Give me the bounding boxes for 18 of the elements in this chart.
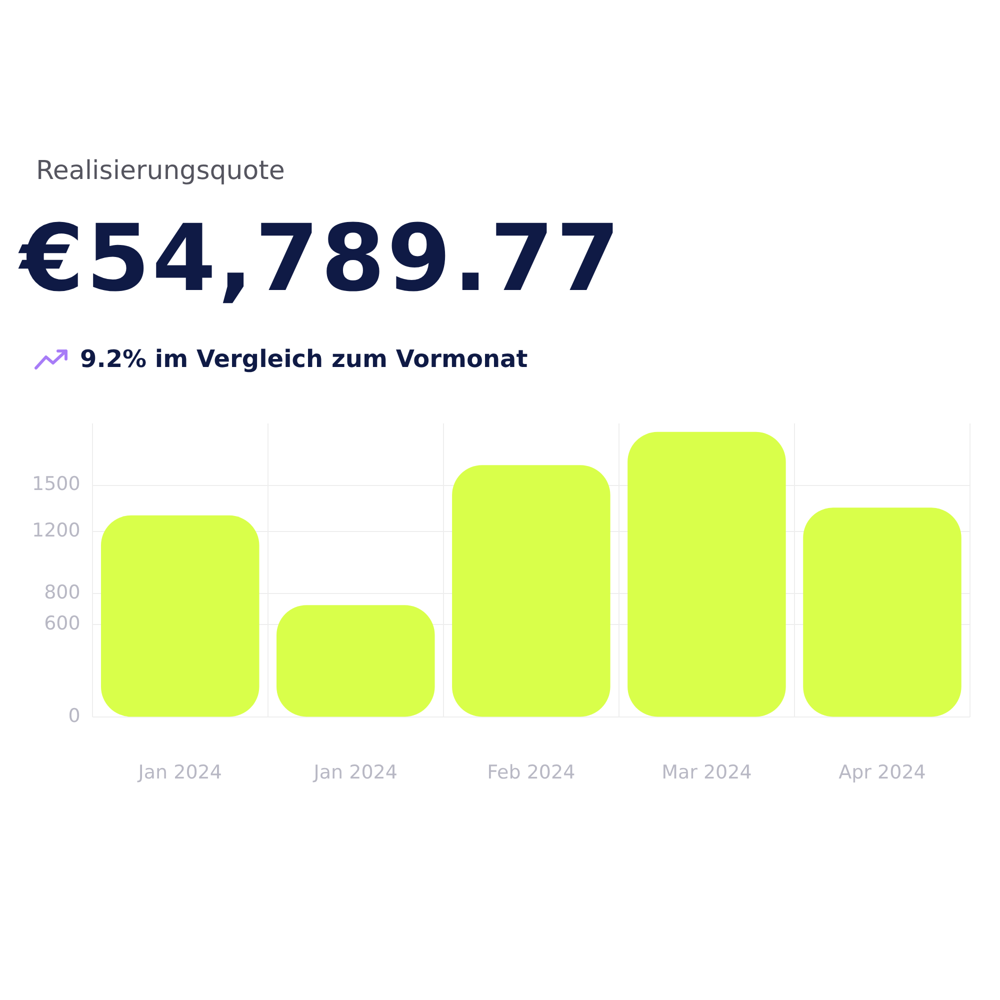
bar [628,432,786,717]
y-tick-label: 1200 [32,520,80,542]
x-tick-label: Apr 2024 [838,762,926,784]
y-tick-label: 800 [44,581,80,604]
chart-subtitle: €54,789.77 [20,205,622,312]
x-tick-label: Feb 2024 [487,762,576,784]
y-tick-label: 0 [68,705,80,728]
bar [100,515,260,717]
bar [803,508,962,717]
bar [452,465,610,717]
text: 9.2% im Vergleich zum Vormonat [80,345,528,373]
x-tick-label: Mar 2024 [662,762,752,784]
y-tick-label: 600 [44,612,80,634]
bar [276,605,435,717]
x-tick-label: Jan 2024 [137,762,222,784]
chart-title: Realisierungsquote [36,156,285,186]
x-tick-label: Jan 2024 [312,762,398,784]
y-tick-label: 1500 [32,473,80,496]
